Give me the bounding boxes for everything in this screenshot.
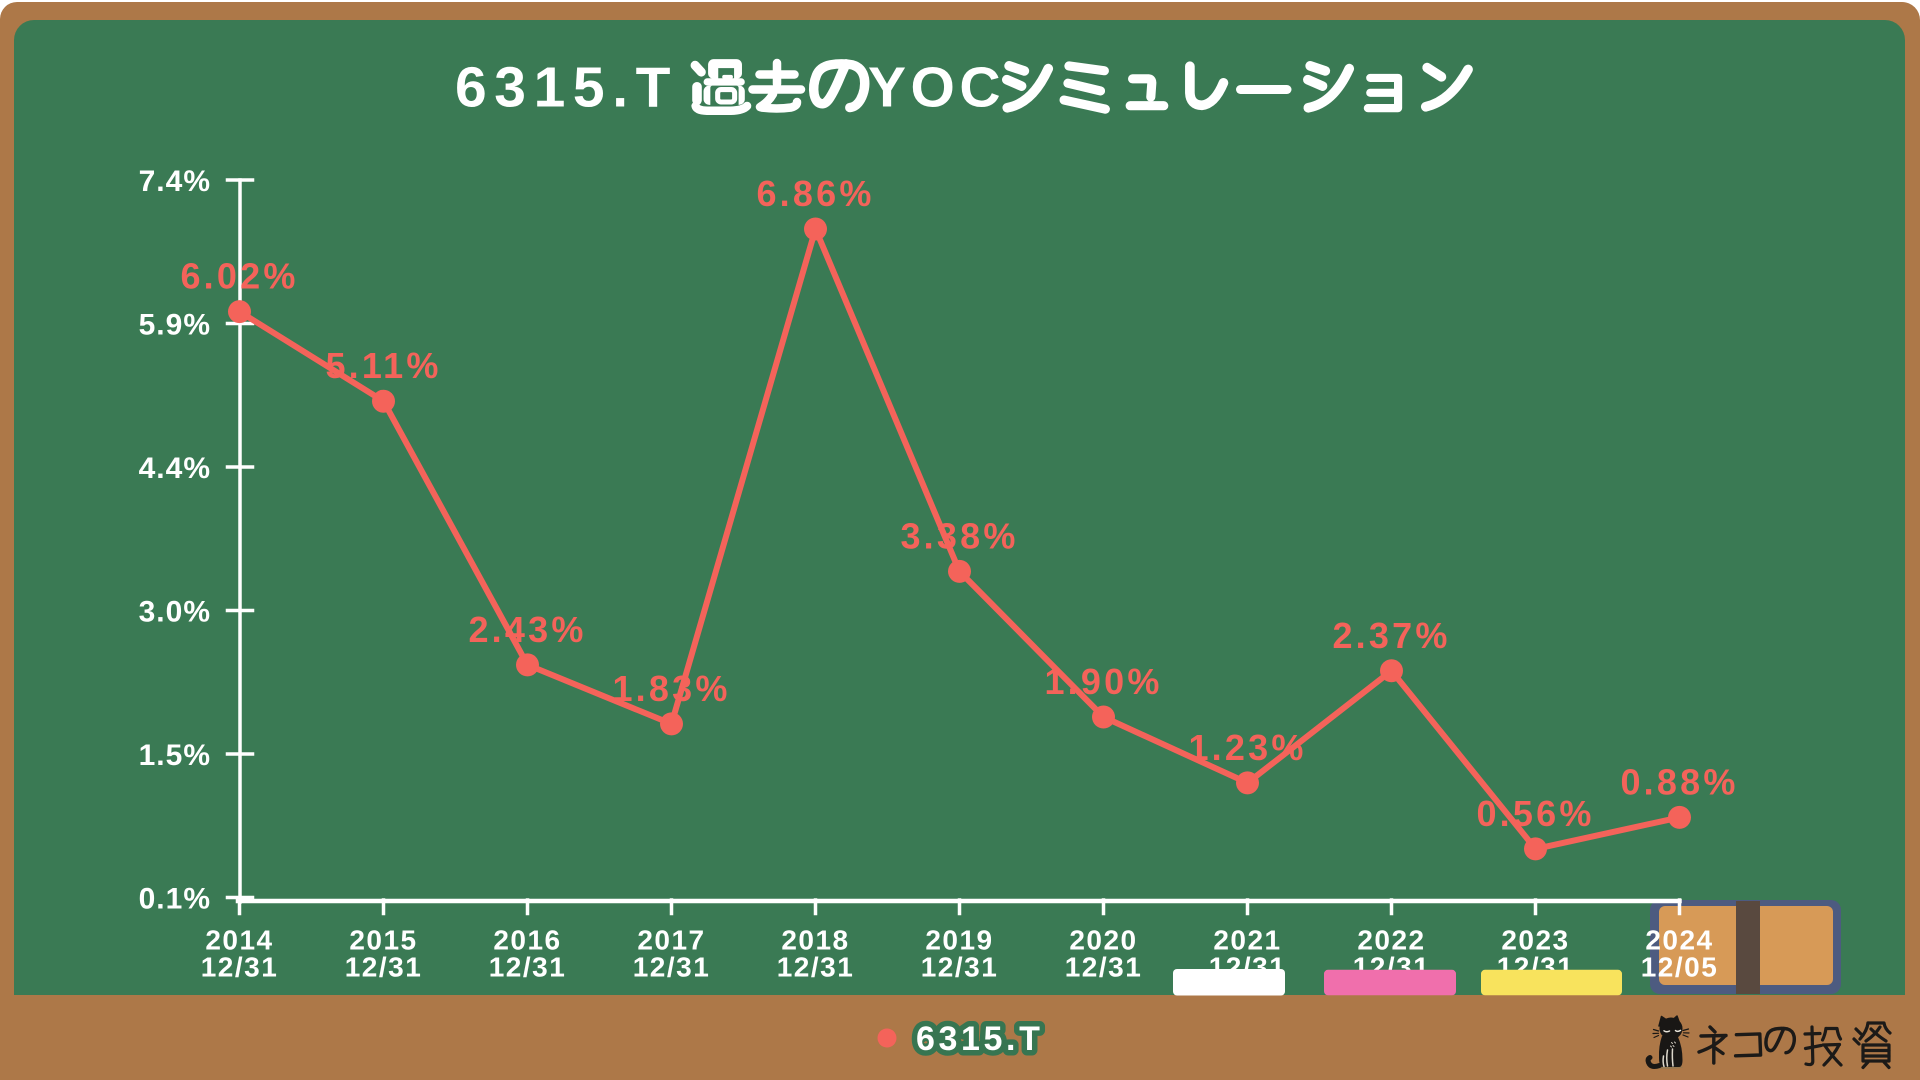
svg-text:2021: 2021	[1213, 925, 1281, 956]
svg-text:3.38%: 3.38%	[900, 515, 1018, 556]
svg-text:12/31: 12/31	[633, 952, 711, 983]
svg-text:2017: 2017	[637, 925, 705, 956]
svg-text:6.02%: 6.02%	[180, 256, 298, 297]
svg-text:2015: 2015	[349, 925, 417, 956]
svg-text:1.90%: 1.90%	[1044, 661, 1162, 702]
svg-text:4.4%: 4.4%	[139, 452, 211, 485]
svg-text:0.1%: 0.1%	[139, 882, 211, 915]
svg-text:12/31: 12/31	[345, 952, 423, 983]
svg-text:2024: 2024	[1645, 925, 1713, 956]
svg-text:YOC: YOC	[868, 55, 1005, 119]
svg-text:2023: 2023	[1501, 925, 1569, 956]
svg-text:1.5%: 1.5%	[139, 739, 211, 772]
svg-text:6.86%: 6.86%	[756, 173, 874, 214]
svg-text:2020: 2020	[1069, 925, 1137, 956]
svg-text:12/31: 12/31	[489, 952, 567, 983]
svg-text:2019: 2019	[925, 925, 993, 956]
svg-text:2018: 2018	[781, 925, 849, 956]
svg-text:0.88%: 0.88%	[1620, 761, 1738, 802]
svg-text:0.56%: 0.56%	[1476, 793, 1594, 834]
svg-text:7.4%: 7.4%	[139, 165, 211, 198]
svg-text:12/31: 12/31	[777, 952, 855, 983]
svg-text:6315.T: 6315.T	[916, 1020, 1043, 1058]
svg-text:12/31: 12/31	[1065, 952, 1143, 983]
svg-text:12/31: 12/31	[921, 952, 999, 983]
svg-text:2.43%: 2.43%	[468, 609, 586, 650]
svg-text:12/31: 12/31	[201, 952, 279, 983]
svg-text:5.9%: 5.9%	[139, 308, 211, 341]
svg-text:2022: 2022	[1357, 925, 1425, 956]
svg-text:5.11%: 5.11%	[325, 345, 441, 386]
svg-text:1.23%: 1.23%	[1188, 727, 1306, 768]
svg-text:6315.T: 6315.T	[455, 55, 678, 119]
svg-text:2014: 2014	[205, 925, 273, 956]
svg-text:3.0%: 3.0%	[139, 595, 211, 628]
svg-text:1.83%: 1.83%	[612, 668, 730, 709]
svg-text:2.37%: 2.37%	[1332, 615, 1450, 656]
svg-text:2016: 2016	[493, 925, 561, 956]
svg-text:12/05: 12/05	[1641, 952, 1719, 983]
